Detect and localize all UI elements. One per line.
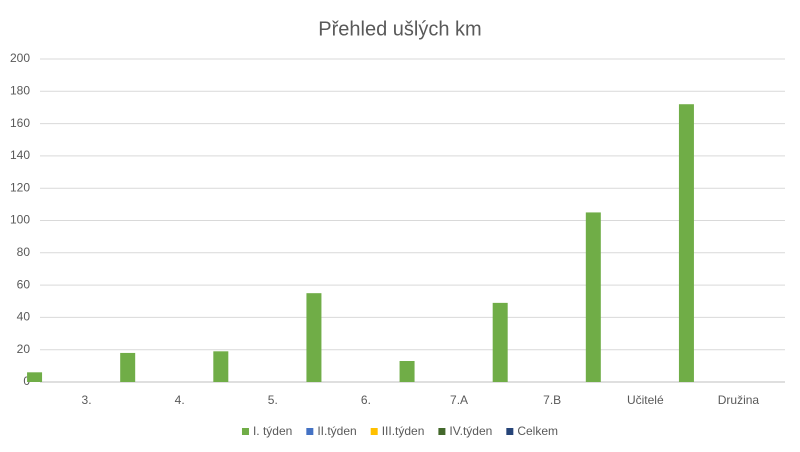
bar <box>399 361 415 382</box>
legend-swatch <box>370 428 378 435</box>
y-tick-label: 120 <box>10 180 30 194</box>
y-tick-label: 140 <box>10 148 30 162</box>
x-tick-label: 3. <box>82 393 92 407</box>
legend-label: II.týden <box>317 424 356 438</box>
x-tick-label: Učitelé <box>627 393 664 407</box>
x-tick-label: 5. <box>268 393 278 407</box>
legend-label: Celkem <box>517 424 558 438</box>
legend-label: I. týden <box>253 424 292 438</box>
y-tick-label: 40 <box>17 310 31 324</box>
y-tick-label: 0 <box>23 374 30 388</box>
legend-label: III.týden <box>382 424 425 438</box>
y-tick-label: 180 <box>10 83 30 97</box>
y-tick-label: 20 <box>17 342 31 356</box>
x-tick-label: 7.A <box>450 393 468 407</box>
x-tick-label: 7.B <box>543 393 561 407</box>
y-tick-label: 80 <box>17 245 31 259</box>
legend-swatch <box>438 428 446 435</box>
legend-swatch <box>306 428 314 435</box>
y-tick-label: 60 <box>17 277 31 291</box>
bar <box>585 212 601 382</box>
legend-label: IV.týden <box>449 424 492 438</box>
bar <box>213 351 229 382</box>
x-tick-label: 4. <box>175 393 185 407</box>
bar <box>678 104 694 382</box>
bar <box>306 293 322 382</box>
x-tick-label: Družina <box>718 393 760 407</box>
legend-swatch <box>506 428 514 435</box>
bar <box>120 352 136 382</box>
y-tick-label: 100 <box>10 213 30 227</box>
x-tick-label: 6. <box>361 393 371 407</box>
bar <box>492 302 508 382</box>
y-tick-label: 160 <box>10 116 30 130</box>
bar <box>27 372 43 382</box>
legend-swatch <box>241 428 249 435</box>
chart-title: Přehled ušlých km <box>318 18 481 40</box>
y-tick-label: 200 <box>10 51 30 65</box>
